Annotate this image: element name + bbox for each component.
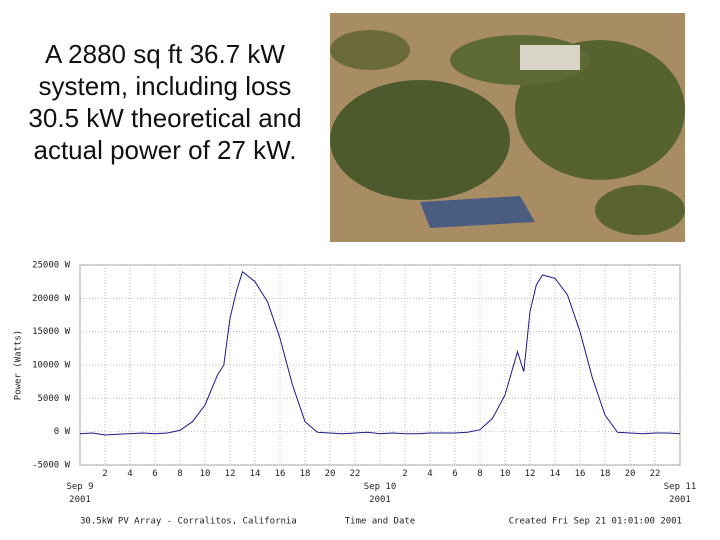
slide-text: A 2880 sq ft 36.7 kW system, including l… xyxy=(28,39,302,165)
x-tick-label: 6 xyxy=(152,469,158,479)
x-tick-label: 4 xyxy=(127,469,133,479)
x-tick-label: 18 xyxy=(299,469,311,479)
y-tick-label: 0 W xyxy=(54,427,71,437)
x-tick-label: 14 xyxy=(549,469,561,479)
data-line xyxy=(79,270,681,436)
x-tick-label: Sep 10 2001 xyxy=(363,482,397,505)
x-tick-label: 4 xyxy=(427,469,433,479)
x-tick-label: 2 xyxy=(402,469,408,479)
x-tick-label: 14 xyxy=(249,469,261,479)
y-tick-label: 10000 W xyxy=(32,361,71,371)
y-tick-label: 25000 W xyxy=(32,261,71,271)
y-tick-label: 15000 W xyxy=(32,327,71,337)
x-tick-label: 20 xyxy=(324,469,336,479)
footer-left: 30.5kW PV Array - Corralitos, California xyxy=(80,517,297,527)
x-tick-label: 20 xyxy=(624,469,636,479)
y-tick-label: -5000 W xyxy=(32,461,71,471)
x-tick-label: Sep 9 2001 xyxy=(66,482,94,505)
y-tick-label: 20000 W xyxy=(32,294,71,304)
x-tick-label: 12 xyxy=(524,469,536,479)
x-tick-label: 6 xyxy=(452,469,458,479)
x-tick-label: 12 xyxy=(224,469,236,479)
x-tick-label: Sep 11 2001 xyxy=(663,482,697,505)
y-tick-label: 5000 W xyxy=(37,394,70,404)
x-tick-label: 22 xyxy=(349,469,361,479)
x-axis-title: Time and Date xyxy=(345,517,415,527)
photo xyxy=(330,13,685,242)
x-tick-label: 10 xyxy=(499,469,511,479)
footer-right: Created Fri Sep 21 01:01:00 2001 xyxy=(509,517,682,527)
y-axis-title: Power (Watts) xyxy=(14,330,24,400)
x-tick-label: 8 xyxy=(177,469,183,479)
x-tick-label: 22 xyxy=(649,469,661,479)
x-tick-label: 16 xyxy=(274,469,286,479)
x-tick-label: 10 xyxy=(199,469,211,479)
x-tick-label: 18 xyxy=(599,469,611,479)
x-tick-label: 8 xyxy=(477,469,483,479)
x-tick-label: 16 xyxy=(574,469,586,479)
x-tick-label: 2 xyxy=(102,469,108,479)
